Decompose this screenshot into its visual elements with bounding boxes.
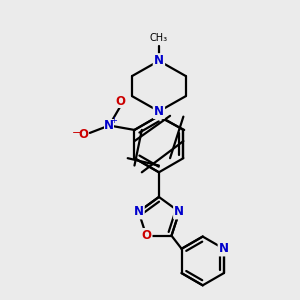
Text: N: N [104,119,114,132]
Text: +: + [110,116,117,124]
Text: −: − [72,128,82,138]
Text: N: N [154,105,164,118]
Text: N: N [174,205,184,218]
Text: N: N [219,242,229,255]
Text: O: O [78,128,88,141]
Text: N: N [154,54,164,67]
Text: O: O [115,94,125,108]
Text: N: N [134,205,144,218]
Text: CH₃: CH₃ [150,33,168,43]
Text: O: O [141,229,151,242]
